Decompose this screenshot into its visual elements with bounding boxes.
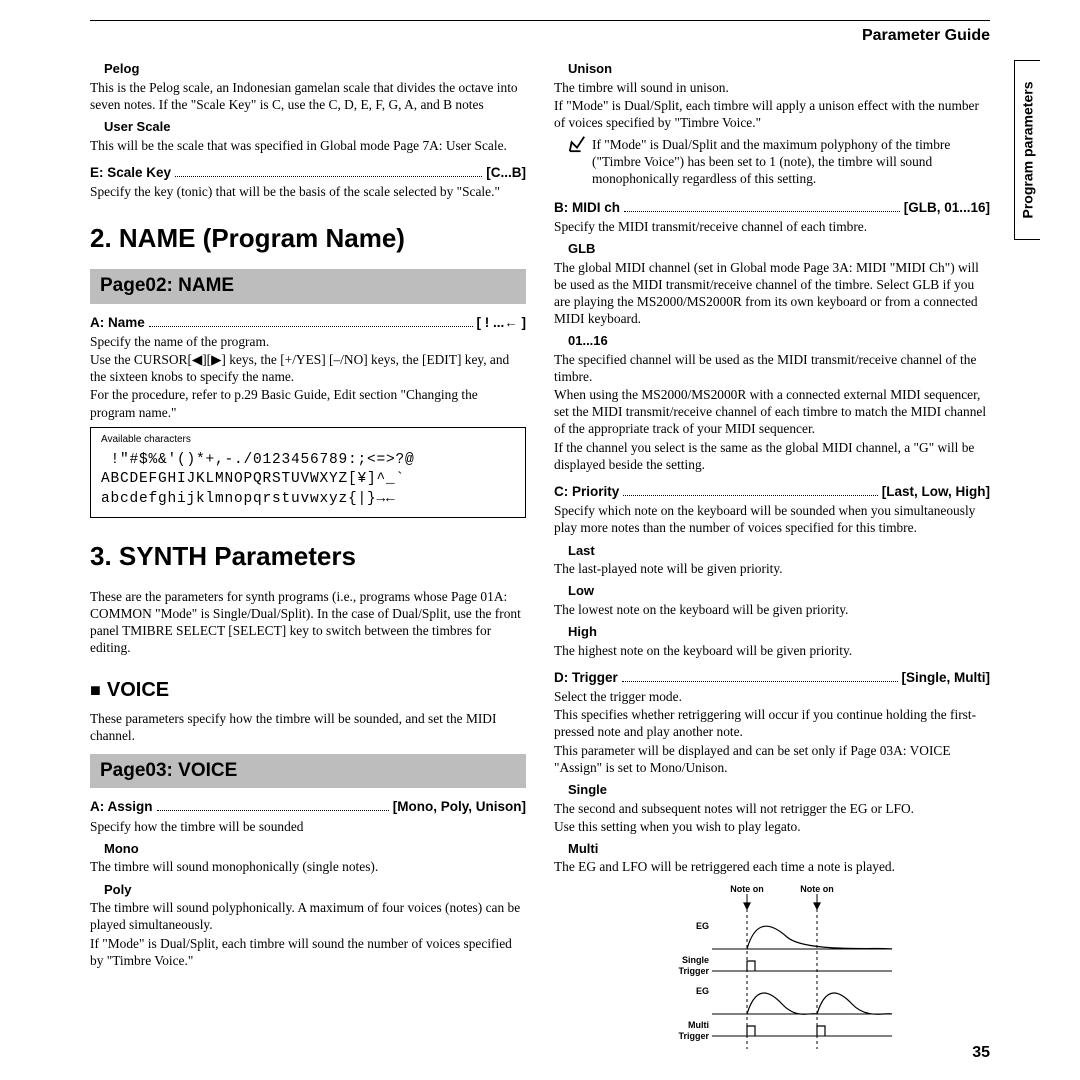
term-last: Last [568,543,990,560]
term-glb: GLB [568,241,990,258]
chars-line-1: !"#$%&'()*+,-./0123456789:;<=>?@ [101,451,515,471]
desc-a-assign: Specify how the timbre will be sounded [90,818,526,835]
desc-0116-3: If the channel you select is the same as… [554,439,990,473]
svg-text:Multi: Multi [688,1020,709,1030]
trigger-diagram-svg: Note onNote onEGSingleTriggerEGMultiTrig… [642,884,902,1054]
note-icon [568,135,586,188]
columns: Pelog This is the Pelog scale, an Indone… [90,55,990,1054]
svg-text:EG: EG [696,986,709,996]
term-pelog: Pelog [104,61,526,78]
left-column: Pelog This is the Pelog scale, an Indone… [90,55,526,1054]
chars-caption: Available characters [101,434,515,447]
term-multi: Multi [568,841,990,858]
leader-dots [624,211,900,212]
voice-heading: ■ VOICE [90,678,526,704]
svg-text:Note on: Note on [730,884,764,894]
desc-0116-1: The specified channel will be used as th… [554,351,990,385]
desc-high: The highest note on the keyboard will be… [554,642,990,659]
term-0116: 01...16 [568,333,990,350]
param-range: [GLB, 01...16] [904,199,990,216]
leader-dots [622,681,898,682]
param-label: D: Trigger [554,669,618,686]
param-label: B: MIDI ch [554,199,620,216]
note-unison-text: If "Mode" is Dual/Split and the maximum … [592,136,990,187]
desc-a-name-2: Use the CURSOR[◀][▶] keys, the [+/YES] [… [90,351,526,385]
trigger-diagram: Note onNote onEGSingleTriggerEGMultiTrig… [554,884,990,1054]
param-label: A: Name [90,314,145,331]
desc-poly-2: If "Mode" is Dual/Split, each timbre wil… [90,935,526,969]
param-label: C: Priority [554,483,619,500]
note-unison: If "Mode" is Dual/Split and the maximum … [568,135,990,188]
desc-d-trigger-3: This parameter will be displayed and can… [554,742,990,776]
desc-poly-1: The timbre will sound polyphonically. A … [90,899,526,933]
svg-text:Single: Single [682,955,709,965]
desc-pelog: This is the Pelog scale, an Indonesian g… [90,79,526,113]
desc-user-scale: This will be the scale that was specifie… [90,137,526,154]
section-3-body: These are the parameters for synth progr… [90,588,526,657]
term-high: High [568,624,990,641]
section-3-title: 3. SYNTH Parameters [90,540,526,573]
param-a-assign: A: Assign [Mono, Poly, Unison] [90,798,526,815]
param-scale-key: E: Scale Key [C...B] [90,164,526,181]
desc-unison-2: If "Mode" is Dual/Split, each timbre wil… [554,97,990,131]
desc-glb: The global MIDI channel (set in Global m… [554,259,990,328]
param-d-trigger: D: Trigger [Single, Multi] [554,669,990,686]
desc-d-trigger-1: Select the trigger mode. [554,688,990,705]
term-single: Single [568,782,990,799]
leader-dots [175,176,482,177]
param-range: [ ! ...← ] [477,314,527,331]
voice-body: These parameters specify how the timbre … [90,710,526,744]
desc-c-priority: Specify which note on the keyboard will … [554,502,990,536]
desc-d-trigger-2: This specifies whether retriggering will… [554,706,990,740]
desc-b-midi: Specify the MIDI transmit/receive channe… [554,218,990,235]
desc-last: The last-played note will be given prior… [554,560,990,577]
leader-dots [623,495,877,496]
square-bullet-icon: ■ [90,680,101,700]
desc-0116-2: When using the MS2000/MS2000R with a con… [554,386,990,437]
param-a-name: A: Name [ ! ...← ] [90,314,526,331]
desc-a-name-3: For the procedure, refer to p.29 Basic G… [90,386,526,420]
leader-dots [149,326,473,327]
desc-a-name-1: Specify the name of the program. [90,333,526,350]
side-tab-label: Program parameters [1020,82,1036,219]
svg-text:EG: EG [696,921,709,931]
param-label: A: Assign [90,798,153,815]
page03-bar: Page03: VOICE [90,754,526,788]
svg-text:Note on: Note on [800,884,834,894]
desc-multi: The EG and LFO will be retriggered each … [554,858,990,875]
side-tab: Program parameters [1014,60,1040,240]
svg-text:Trigger: Trigger [678,966,709,976]
desc-mono: The timbre will sound monophonically (si… [90,858,526,875]
param-range: [Single, Multi] [902,669,991,686]
desc-unison-1: The timbre will sound in unison. [554,79,990,96]
voice-heading-text: VOICE [107,679,169,701]
desc-low: The lowest note on the keyboard will be … [554,601,990,618]
param-range: [Last, Low, High] [882,483,990,500]
page: Parameter Guide Program parameters Pelog… [0,0,1080,1080]
section-2-title: 2. NAME (Program Name) [90,222,526,255]
page-number: 35 [972,1044,990,1062]
param-range: [C...B] [486,164,526,181]
page02-bar: Page02: NAME [90,269,526,303]
top-rule [90,20,990,21]
term-poly: Poly [104,882,526,899]
term-unison: Unison [568,61,990,78]
term-user-scale: User Scale [104,119,526,136]
param-b-midi: B: MIDI ch [GLB, 01...16] [554,199,990,216]
param-label: E: Scale Key [90,164,171,181]
param-range: [Mono, Poly, Unison] [393,798,526,815]
available-chars-box: Available characters !"#$%&'()*+,-./0123… [90,427,526,518]
chars-line-3: abcdefghijklmnopqrstuvwxyz{|}→← [101,490,515,510]
desc-single-2: Use this setting when you wish to play l… [554,818,990,835]
desc-scale-key: Specify the key (tonic) that will be the… [90,183,526,200]
term-low: Low [568,583,990,600]
desc-single-1: The second and subsequent notes will not… [554,800,990,817]
term-mono: Mono [104,841,526,858]
header-title: Parameter Guide [90,27,990,45]
leader-dots [157,810,389,811]
chars-line-2: ABCDEFGHIJKLMNOPQRSTUVWXYZ[¥]^_` [101,470,515,490]
svg-text:Trigger: Trigger [678,1031,709,1041]
param-c-priority: C: Priority [Last, Low, High] [554,483,990,500]
right-column: Unison The timbre will sound in unison. … [554,55,990,1054]
